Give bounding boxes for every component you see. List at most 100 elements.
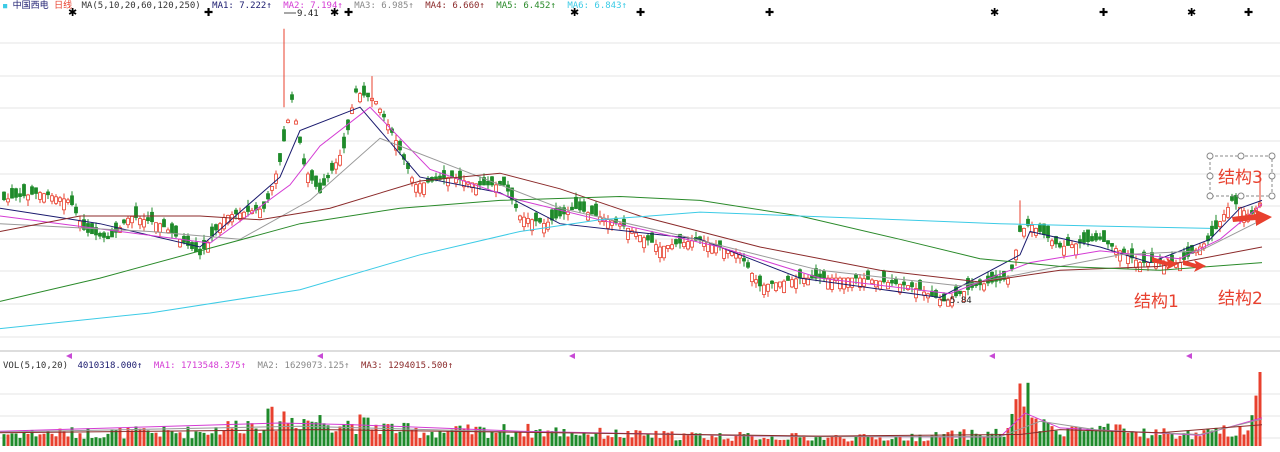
volume-bar — [530, 437, 534, 446]
volume-bar — [1050, 426, 1054, 446]
period-marker[interactable] — [66, 353, 72, 359]
volume-bar — [502, 424, 506, 446]
volume-bar — [390, 423, 394, 446]
volume-bar — [766, 439, 770, 446]
event-marker[interactable]: ✚ — [765, 6, 774, 19]
candle-body — [46, 191, 50, 196]
resize-handle[interactable] — [1268, 172, 1276, 180]
volume-bar — [498, 432, 502, 446]
volume-bar — [574, 434, 578, 446]
period-marker[interactable] — [569, 353, 575, 359]
volume-bar — [434, 437, 438, 446]
volume-bar — [154, 432, 158, 446]
event-marker[interactable]: ✚ — [344, 6, 353, 19]
event-marker[interactable]: ✚ — [1099, 6, 1108, 19]
candle-body — [54, 196, 58, 204]
candle-body — [594, 203, 598, 216]
candle-body — [638, 234, 642, 243]
period-marker[interactable] — [1186, 353, 1192, 359]
candle-body — [1058, 242, 1062, 248]
event-marker[interactable]: ✱ — [990, 6, 999, 19]
candle-body — [1126, 255, 1130, 264]
resize-handle[interactable] — [1268, 192, 1276, 200]
event-marker[interactable]: ✱ — [330, 6, 339, 19]
volume-bar — [286, 422, 290, 446]
volume-bar — [290, 417, 294, 446]
candle-body — [238, 212, 242, 220]
volume-bar — [246, 421, 250, 446]
volume-bar — [30, 429, 34, 446]
candle-body — [1074, 243, 1078, 256]
volume-bar — [962, 429, 966, 446]
volume-bar — [1066, 428, 1070, 446]
period-marker[interactable] — [989, 353, 995, 359]
volume-bar — [370, 429, 374, 446]
resize-handle[interactable] — [1268, 152, 1276, 160]
candle-body — [1134, 259, 1138, 268]
period-marker[interactable] — [317, 353, 323, 359]
volume-bar — [874, 439, 878, 446]
volume-bar — [402, 422, 406, 446]
volume-bar — [342, 424, 346, 446]
resize-handle[interactable] — [1237, 152, 1245, 160]
candle-body — [1018, 225, 1022, 232]
event-marker[interactable]: ✱ — [1187, 6, 1196, 19]
candle-body — [686, 241, 690, 250]
volume-bar — [1150, 435, 1154, 446]
volume-bar — [834, 435, 838, 446]
resize-handle[interactable] — [1237, 192, 1245, 200]
volume-bar — [906, 440, 910, 446]
event-marker[interactable]: ✚ — [636, 6, 645, 19]
volume-bar — [778, 439, 782, 446]
volume-bar — [734, 435, 738, 446]
candle-body — [314, 175, 318, 187]
volume-bar — [106, 433, 110, 446]
volume-bar — [954, 439, 958, 446]
volume-bar — [1110, 431, 1114, 446]
volume-bar — [182, 438, 186, 446]
volume-bar — [382, 423, 386, 446]
volume-bar — [486, 437, 490, 446]
event-marker[interactable]: ✱ — [570, 6, 579, 19]
volume-bar — [814, 437, 818, 446]
volume-bar — [618, 437, 622, 446]
volume-bar — [1158, 435, 1162, 446]
candle-body — [194, 242, 198, 253]
event-marker[interactable]: ✚ — [1244, 6, 1253, 19]
volume-bar — [114, 429, 118, 446]
volume-bar — [838, 436, 842, 446]
volume-ma-lines — [0, 412, 1263, 438]
volume-bar — [846, 441, 850, 446]
candle-body — [1006, 278, 1010, 285]
volume-bar — [1070, 426, 1074, 446]
volume-bar — [910, 433, 914, 446]
volume-bar — [334, 431, 338, 446]
volume-bar — [1002, 436, 1006, 446]
event-marker[interactable]: ✚ — [204, 6, 213, 19]
volume-bar — [442, 432, 446, 446]
candle-body — [478, 181, 482, 186]
volume-bar — [866, 436, 870, 446]
candle-body — [146, 217, 150, 222]
resize-handle[interactable] — [1206, 172, 1214, 180]
price-candles — [2, 28, 1262, 309]
candle-body — [486, 180, 490, 186]
resize-handle[interactable] — [1206, 152, 1214, 160]
candle-body — [1038, 223, 1042, 232]
volume-bar — [1022, 406, 1026, 446]
volume-bar — [566, 436, 570, 446]
volume-bar — [298, 429, 302, 446]
candle-body — [774, 282, 778, 291]
volume-bar — [254, 428, 258, 446]
resize-handle[interactable] — [1206, 192, 1214, 200]
event-marker[interactable]: ✱ — [68, 6, 77, 19]
volume-bar — [378, 434, 382, 446]
volume-bar — [630, 437, 634, 446]
volume-bar — [1098, 425, 1102, 446]
candle-body — [18, 193, 22, 197]
volume-bar — [762, 437, 766, 446]
period-label[interactable]: 日线 — [54, 0, 72, 11]
volume-bar — [1222, 425, 1226, 446]
volume-bar — [330, 432, 334, 446]
volume-bar — [670, 431, 674, 446]
